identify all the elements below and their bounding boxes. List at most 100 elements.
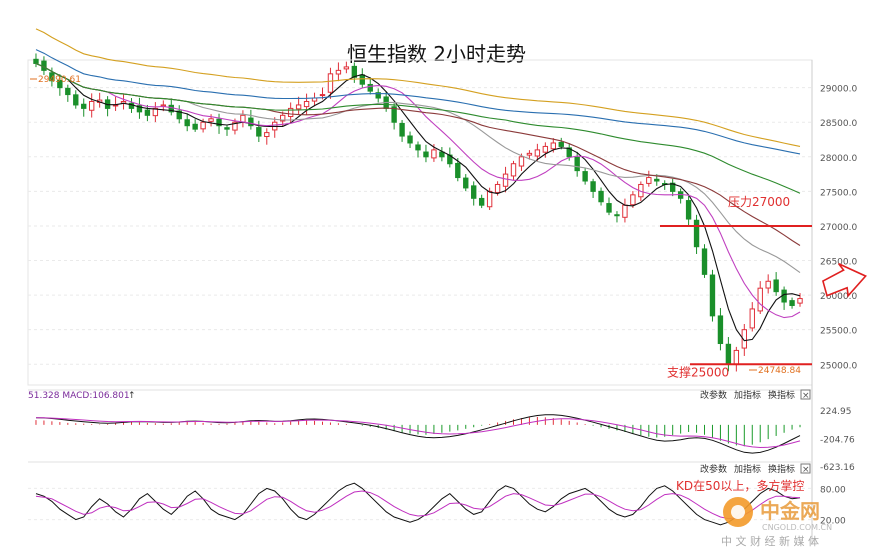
candle-body bbox=[319, 94, 326, 97]
y-tick-label: 27500.0 bbox=[820, 188, 857, 198]
y-tick-label: 27000.0 bbox=[820, 223, 857, 233]
candle-body bbox=[216, 118, 222, 127]
kd-annotation: KD在50以上，多方掌控 bbox=[676, 478, 804, 493]
resistance-label: 压力27000 bbox=[728, 195, 790, 209]
candle-body bbox=[630, 194, 636, 206]
watermark-logo-inner bbox=[731, 505, 745, 519]
candle-body bbox=[136, 105, 143, 113]
candle-body bbox=[152, 107, 159, 117]
y-tick-label: 26000.0 bbox=[820, 292, 857, 302]
candle-body bbox=[749, 308, 755, 329]
candle-body bbox=[510, 163, 517, 177]
candle-body bbox=[614, 214, 620, 217]
candle-body bbox=[81, 103, 87, 109]
candle-body bbox=[709, 274, 716, 317]
candle-body bbox=[534, 149, 541, 157]
candle-body bbox=[566, 147, 572, 158]
candle-body bbox=[33, 58, 39, 64]
macd-close-glyph: × bbox=[802, 391, 810, 401]
ma-line bbox=[35, 62, 801, 274]
y-tick-label: 25000.0 bbox=[820, 361, 857, 371]
ma-line bbox=[35, 62, 801, 319]
candle-body bbox=[558, 141, 564, 147]
candle-body bbox=[773, 279, 779, 293]
candle-body bbox=[542, 145, 549, 153]
candle-body bbox=[765, 280, 771, 289]
macd-close-icon bbox=[800, 389, 811, 400]
candle-body bbox=[463, 177, 469, 189]
candle-body bbox=[478, 197, 485, 206]
kd-k-line bbox=[35, 482, 801, 526]
y-tick-label: 29000.0 bbox=[820, 85, 857, 95]
candle-body bbox=[415, 144, 421, 151]
candle-body bbox=[407, 135, 413, 144]
candle-body bbox=[264, 132, 270, 138]
macd-y-tick: -623.16 bbox=[820, 463, 855, 473]
macd-arrow-icon: ↑ bbox=[128, 391, 136, 401]
kd-close-glyph: × bbox=[802, 465, 810, 475]
watermark-tagline: 中 文 财 经 新 媒 体 bbox=[721, 534, 819, 548]
candle-body bbox=[431, 149, 437, 159]
candle-body bbox=[741, 329, 747, 349]
candle-body bbox=[65, 87, 71, 96]
macd-button: 换指标 bbox=[768, 389, 795, 401]
kd-close-icon bbox=[800, 463, 811, 474]
candle-body bbox=[327, 73, 334, 93]
ma-line bbox=[35, 62, 801, 194]
candle-body bbox=[160, 104, 167, 107]
watermark-brand: 中金网 bbox=[760, 499, 820, 523]
candle-body bbox=[494, 183, 501, 193]
high-marker-label: 29490.61 bbox=[38, 75, 81, 85]
candle-body bbox=[518, 156, 525, 167]
y-tick-label: 26500.0 bbox=[820, 258, 857, 268]
candle-body bbox=[232, 121, 238, 131]
candle-body bbox=[717, 315, 724, 345]
candle-body bbox=[287, 107, 294, 118]
candle-body bbox=[280, 114, 286, 122]
support-label: 支撑25000 bbox=[667, 364, 729, 379]
candle-body bbox=[343, 66, 350, 70]
kd-button: 换指标 bbox=[768, 463, 795, 475]
kd-d-line bbox=[35, 490, 801, 520]
kd-y-tick: 20.00 bbox=[820, 517, 846, 527]
ma-line bbox=[35, 62, 801, 342]
candle-body bbox=[391, 106, 397, 123]
candle-body bbox=[192, 123, 198, 130]
candle-body bbox=[57, 79, 63, 89]
candle-body bbox=[144, 109, 151, 116]
direction-arrow-icon bbox=[821, 262, 867, 298]
y-tick-label: 28500.0 bbox=[820, 119, 857, 129]
macd-header: 51.328 MACD:106.801 bbox=[28, 391, 130, 401]
candle-body bbox=[502, 173, 509, 187]
candle-body bbox=[208, 118, 214, 122]
candle-body bbox=[256, 127, 262, 137]
candle-body bbox=[351, 65, 358, 78]
candle-body bbox=[733, 349, 740, 366]
candle-body bbox=[725, 343, 732, 365]
candle-body bbox=[685, 200, 692, 220]
candle-body bbox=[73, 94, 79, 106]
candle-body bbox=[654, 178, 660, 182]
candle-body bbox=[471, 185, 477, 199]
ma-line bbox=[35, 28, 801, 147]
macd-button: 加指标 bbox=[734, 389, 761, 401]
candle-body bbox=[797, 298, 803, 304]
candle-body bbox=[224, 127, 230, 130]
kd-y-tick: 80.00 bbox=[820, 485, 846, 495]
candle-body bbox=[176, 110, 182, 120]
candle-body bbox=[248, 117, 254, 127]
candle-body bbox=[375, 92, 381, 99]
candle-body bbox=[757, 287, 763, 312]
candle-body bbox=[423, 151, 429, 158]
candle-body bbox=[622, 204, 628, 218]
macd-y-tick: -204.76 bbox=[820, 435, 855, 445]
kd-button: 加指标 bbox=[734, 463, 761, 475]
candle-body bbox=[399, 122, 405, 137]
candle-body bbox=[606, 203, 612, 213]
candle-body bbox=[439, 151, 445, 158]
candle-body bbox=[89, 100, 95, 111]
candle-body bbox=[701, 248, 708, 275]
candle-body bbox=[184, 119, 190, 127]
low-marker-label: 24748.84 bbox=[758, 366, 801, 376]
candle-body bbox=[669, 182, 676, 192]
